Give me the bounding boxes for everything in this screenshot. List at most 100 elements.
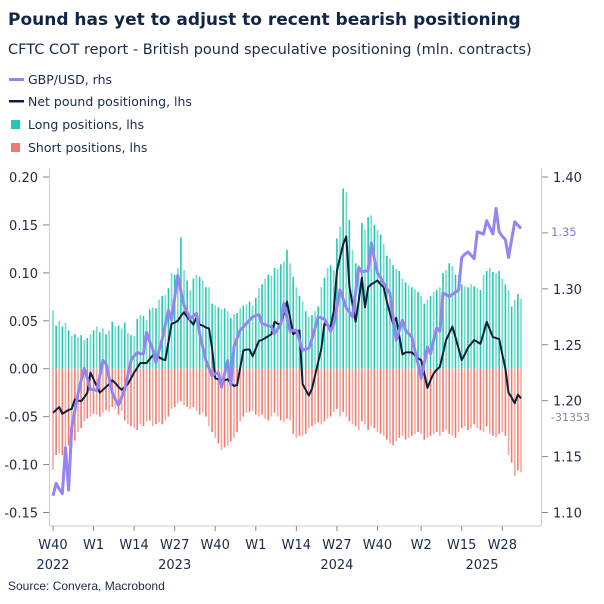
long-bar — [513, 299, 516, 369]
long-bar — [479, 290, 482, 369]
short-bar — [195, 368, 198, 411]
short-bar — [432, 368, 435, 434]
long-bar — [407, 285, 410, 369]
short-bar — [395, 368, 397, 442]
gbpusd-end-label: 1.35 — [551, 225, 577, 239]
short-bar — [255, 368, 257, 415]
short-bar — [354, 368, 357, 427]
short-bar — [158, 368, 160, 423]
short-bar — [401, 368, 404, 436]
short-bar — [239, 368, 241, 422]
long-bar — [329, 265, 332, 369]
short-bar — [373, 368, 376, 429]
long-bar — [507, 290, 510, 369]
short-bar — [479, 368, 482, 431]
right-tick-label: 1.30 — [553, 283, 582, 298]
short-bar — [205, 368, 207, 417]
short-bar — [467, 368, 469, 431]
short-bar — [439, 368, 441, 436]
short-bar — [92, 368, 95, 414]
short-bar — [123, 368, 126, 421]
short-bar — [329, 368, 332, 417]
x-tick-label: W14 — [282, 538, 311, 553]
short-bar — [167, 368, 170, 417]
short-bar — [292, 368, 295, 434]
short-bar — [139, 368, 142, 425]
long-bar — [411, 287, 413, 369]
left-tick-label: 0.15 — [9, 219, 38, 234]
short-bar — [58, 368, 61, 454]
short-bar — [351, 368, 354, 425]
x-tick-label: W14 — [119, 538, 148, 553]
long-bar — [345, 192, 348, 369]
long-bar — [180, 237, 182, 369]
long-bar — [220, 309, 223, 369]
long-bar — [276, 269, 279, 369]
long-bar — [245, 304, 248, 369]
long-bar — [460, 284, 463, 369]
long-bar — [242, 305, 245, 369]
x-year-label: 2023 — [158, 558, 191, 573]
long-bar — [142, 315, 145, 369]
short-bar — [214, 368, 217, 438]
short-bar — [55, 368, 57, 455]
long-bar — [495, 272, 497, 369]
long-bar — [317, 306, 319, 369]
long-bar — [139, 315, 142, 369]
short-bar — [142, 368, 145, 427]
long-bar — [214, 305, 217, 369]
long-bar — [473, 286, 475, 369]
net-end-label: -31353 — [551, 411, 590, 424]
legend-label-short: Short positions, lhs — [28, 140, 147, 155]
long-bar — [127, 333, 129, 369]
legend-label-gbpusd: GBP/USD, rhs — [28, 72, 112, 87]
short-bar — [283, 368, 285, 423]
short-bar — [348, 368, 351, 422]
long-bar — [492, 271, 494, 369]
long-bar — [130, 335, 132, 369]
x-tick-label: W1 — [83, 538, 104, 553]
short-bar — [261, 368, 263, 415]
legend-swatch-long — [11, 120, 20, 129]
short-bar — [417, 368, 419, 432]
short-bar — [127, 368, 129, 425]
short-bar — [517, 368, 519, 471]
short-bar — [411, 368, 413, 436]
long-bar — [448, 263, 451, 369]
chart-title: Pound has yet to adjust to recent bearis… — [8, 10, 521, 30]
long-bar — [376, 229, 379, 369]
long-bar — [86, 338, 89, 369]
short-bar — [286, 368, 288, 419]
short-bar — [183, 368, 185, 406]
long-bar — [226, 311, 229, 369]
long-bar — [89, 334, 92, 369]
long-bar — [164, 294, 167, 369]
long-bar — [230, 317, 232, 369]
long-bar — [370, 215, 373, 369]
short-bar — [520, 368, 522, 473]
short-bar — [117, 368, 120, 415]
long-bar — [301, 301, 304, 369]
long-bar — [432, 292, 435, 369]
left-tick-label: 0.05 — [9, 315, 38, 330]
long-bar — [292, 276, 295, 369]
long-bar — [485, 270, 488, 369]
long-bar — [177, 268, 179, 369]
right-tick-label: 1.15 — [553, 451, 582, 466]
short-bar — [448, 368, 451, 434]
long-bar — [80, 335, 82, 369]
short-bar — [370, 368, 373, 427]
long-bar — [167, 288, 170, 369]
long-bar — [510, 306, 513, 369]
short-bar — [80, 368, 82, 429]
short-bar — [407, 368, 410, 438]
x-tick-label: W40 — [363, 538, 392, 553]
long-bar — [99, 332, 101, 369]
long-bar — [255, 297, 257, 369]
short-bar — [404, 368, 407, 440]
short-bar — [186, 368, 188, 408]
short-bar — [317, 368, 319, 423]
long-bar — [304, 311, 307, 369]
left-tick-label: -0.05 — [4, 411, 38, 426]
